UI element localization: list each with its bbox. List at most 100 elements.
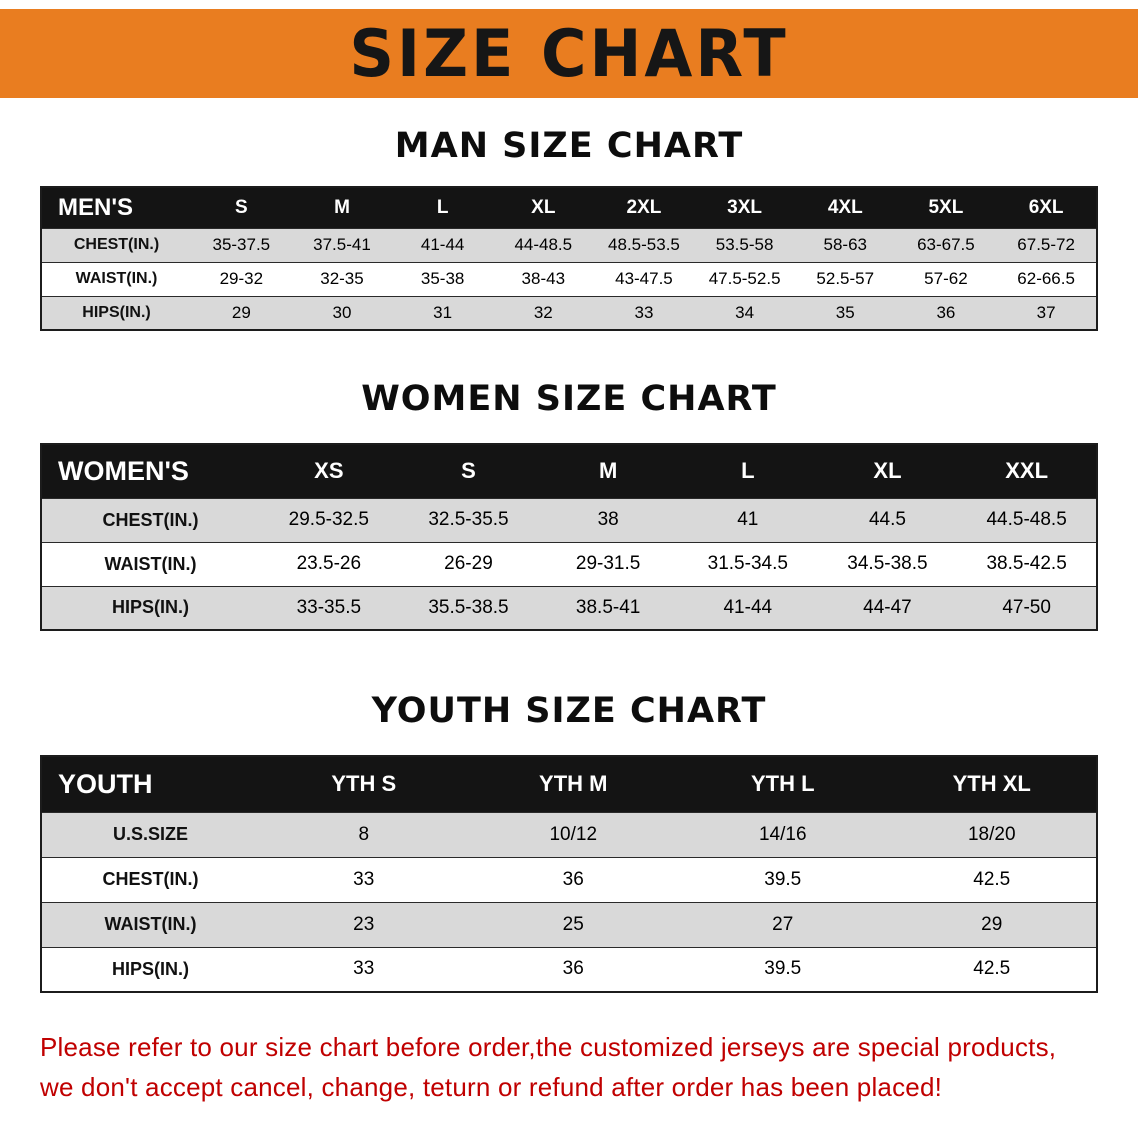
size-value-cell: 42.5 xyxy=(887,856,1097,903)
men-group-label: MEN'S xyxy=(41,186,191,229)
row-label-waist-in-: WAIST(IN.) xyxy=(41,901,259,948)
women-size-chart-section: WOMEN SIZE CHART WOMEN'S XS S M L XL XXL CHEST(I… xyxy=(0,379,1138,631)
size-value-cell: 18/20 xyxy=(887,811,1097,858)
column-header-l: L xyxy=(392,186,493,229)
size-value-cell: 32.5-35.5 xyxy=(398,497,539,543)
size-value-cell: 37.5-41 xyxy=(291,227,393,263)
column-header-4xl: 4XL xyxy=(794,186,896,229)
column-header-yth-xl: YTH XL xyxy=(887,755,1097,813)
size-value-cell: 35-38 xyxy=(392,261,493,297)
women-chart-title: WOMEN SIZE CHART xyxy=(361,379,777,419)
size-value-cell: 38.5-42.5 xyxy=(957,541,1097,587)
youth-size-chart-section: YOUTH SIZE CHART YOUTH YTH S YTH M YTH L YTH … xyxy=(0,691,1138,993)
size-chart-page: SIZE CHART MAN SIZE CHART MEN'S S M L XL 2XL 3X… xyxy=(0,9,1138,1108)
size-value-cell: 44.5 xyxy=(817,497,958,543)
row-label-chest-in-: CHEST(IN.) xyxy=(41,497,259,543)
youth-chart-title: YOUTH SIZE CHART xyxy=(371,691,767,731)
men-size-chart-section: MAN SIZE CHART MEN'S S M L XL 2XL 3XL 4XL 5XL 6XL C… xyxy=(0,126,1138,331)
row-label-hips-in-: HIPS(IN.) xyxy=(41,585,259,631)
size-value-cell: 62-66.5 xyxy=(996,261,1097,297)
size-value-cell: 35.5-38.5 xyxy=(398,585,539,631)
size-value-cell: 31.5-34.5 xyxy=(677,541,818,587)
table-row: HIPS(IN.) 33-35.5 35.5-38.5 38.5-41 41-44 44-… xyxy=(41,585,1097,631)
size-value-cell: 10/12 xyxy=(468,811,678,858)
size-value-cell: 63-67.5 xyxy=(895,227,997,263)
size-value-cell: 23.5-26 xyxy=(259,541,399,587)
column-header-xl: XL xyxy=(817,443,958,499)
table-row: WAIST(IN.) 23 25 27 29 xyxy=(41,901,1097,948)
size-value-cell: 23 xyxy=(259,901,469,948)
size-value-cell: 29 xyxy=(191,295,292,331)
men-header-row: MEN'S S M L XL 2XL 3XL 4XL 5XL 6XL xyxy=(41,186,1097,229)
size-value-cell: 35 xyxy=(794,295,896,331)
row-label-waist-in-: WAIST(IN.) xyxy=(41,541,259,587)
size-value-cell: 39.5 xyxy=(678,946,888,993)
row-label-hips-in-: HIPS(IN.) xyxy=(41,295,191,331)
column-header-yth-m: YTH M xyxy=(468,755,678,813)
table-row: WAIST(IN.) 23.5-26 26-29 29-31.5 31.5-34.5 34… xyxy=(41,541,1097,587)
size-value-cell: 14/16 xyxy=(678,811,888,858)
youth-group-label: YOUTH xyxy=(41,755,259,813)
size-value-cell: 34 xyxy=(694,295,795,331)
table-row: CHEST(IN.) 33 36 39.5 42.5 xyxy=(41,856,1097,903)
row-label-hips-in-: HIPS(IN.) xyxy=(41,946,259,993)
table-row: CHEST(IN.) 35-37.5 37.5-41 41-44 44-48.5 48.5… xyxy=(41,227,1097,263)
size-value-cell: 47-50 xyxy=(957,585,1097,631)
column-header-s: S xyxy=(398,443,539,499)
size-value-cell: 41 xyxy=(677,497,818,543)
size-value-cell: 29.5-32.5 xyxy=(259,497,399,543)
size-value-cell: 30 xyxy=(291,295,393,331)
size-value-cell: 67.5-72 xyxy=(996,227,1097,263)
size-value-cell: 38.5-41 xyxy=(538,585,678,631)
size-value-cell: 31 xyxy=(392,295,493,331)
size-value-cell: 32-35 xyxy=(291,261,393,297)
size-value-cell: 41-44 xyxy=(677,585,818,631)
row-label-u-s-size: U.S.SIZE xyxy=(41,811,259,858)
size-value-cell: 39.5 xyxy=(678,856,888,903)
notice-line-1: Please refer to our size chart before or… xyxy=(40,1032,1057,1062)
youth-header-row: YOUTH YTH S YTH M YTH L YTH XL xyxy=(41,755,1097,813)
column-header-l: L xyxy=(677,443,818,499)
column-header-6xl: 6XL xyxy=(996,186,1097,229)
women-size-table: WOMEN'S XS S M L XL XXL CHEST(IN.) 29.5-32.5 32.5… xyxy=(40,443,1098,631)
size-value-cell: 41-44 xyxy=(392,227,493,263)
size-value-cell: 27 xyxy=(678,901,888,948)
size-value-cell: 53.5-58 xyxy=(694,227,795,263)
row-label-waist-in-: WAIST(IN.) xyxy=(41,261,191,297)
column-header-5xl: 5XL xyxy=(895,186,997,229)
column-header-2xl: 2XL xyxy=(593,186,695,229)
column-header-xxl: XXL xyxy=(957,443,1097,499)
size-value-cell: 38 xyxy=(538,497,678,543)
size-value-cell: 8 xyxy=(259,811,469,858)
men-chart-title: MAN SIZE CHART xyxy=(394,126,744,166)
size-value-cell: 33 xyxy=(593,295,695,331)
size-value-cell: 33 xyxy=(259,946,469,993)
table-row: U.S.SIZE 8 10/12 14/16 18/20 xyxy=(41,811,1097,858)
column-header-m: M xyxy=(291,186,393,229)
column-header-3xl: 3XL xyxy=(694,186,795,229)
size-value-cell: 33-35.5 xyxy=(259,585,399,631)
size-value-cell: 35-37.5 xyxy=(191,227,292,263)
row-label-chest-in-: CHEST(IN.) xyxy=(41,856,259,903)
size-value-cell: 36 xyxy=(895,295,997,331)
women-group-label: WOMEN'S xyxy=(41,443,259,499)
men-size-table: MEN'S S M L XL 2XL 3XL 4XL 5XL 6XL CHEST(IN.) 35-37… xyxy=(40,186,1098,331)
column-header-xs: XS xyxy=(259,443,399,499)
size-value-cell: 38-43 xyxy=(492,261,594,297)
column-header-yth-s: YTH S xyxy=(259,755,469,813)
size-value-cell: 42.5 xyxy=(887,946,1097,993)
banner: SIZE CHART xyxy=(0,9,1138,98)
column-header-s: S xyxy=(191,186,292,229)
row-label-chest-in-: CHEST(IN.) xyxy=(41,227,191,263)
size-value-cell: 37 xyxy=(996,295,1097,331)
sections-container: MAN SIZE CHART MEN'S S M L XL 2XL 3XL 4XL 5XL 6XL C… xyxy=(0,126,1138,993)
column-header-m: M xyxy=(538,443,678,499)
size-value-cell: 48.5-53.5 xyxy=(593,227,695,263)
table-row: HIPS(IN.) 33 36 39.5 42.5 xyxy=(41,946,1097,993)
youth-size-table: YOUTH YTH S YTH M YTH L YTH XL U.S.SIZE 8 10/12… xyxy=(40,755,1098,993)
size-value-cell: 44-47 xyxy=(817,585,958,631)
size-value-cell: 52.5-57 xyxy=(794,261,896,297)
table-row: CHEST(IN.) 29.5-32.5 32.5-35.5 38 41 44.5 44.5… xyxy=(41,497,1097,543)
size-value-cell: 34.5-38.5 xyxy=(817,541,958,587)
footer-notice: Please refer to our size chart before or… xyxy=(40,1027,1138,1108)
